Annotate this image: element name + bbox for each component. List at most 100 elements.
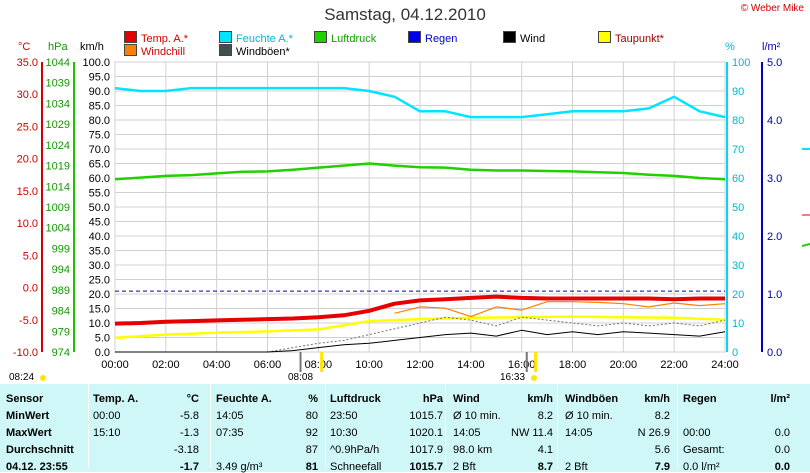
wind-tick-label: 15.0 (89, 304, 110, 316)
wind-tick-label: 40.0 (89, 231, 110, 243)
temp-unit-label: °C (18, 41, 31, 53)
wind-tick-label: 95.0 (89, 72, 110, 84)
summary-table: Sensor Temp. A. °C Feuchte A.% Luftdruck hPa W… (0, 383, 810, 473)
rain-tick-label: 3.0 (767, 173, 782, 185)
wind-tick-label: 75.0 (89, 130, 110, 142)
table-cell: 23:50 (330, 410, 358, 422)
sunset-time: 16:33 (500, 372, 526, 383)
table-header: hPa (422, 393, 443, 405)
table-cell: 4.1 (537, 444, 553, 456)
table-cell: N 26.9 (637, 427, 670, 439)
table-cell: 8.2 (537, 410, 553, 422)
wind-tick-label: 0.0 (95, 347, 110, 359)
pressure-tick-label: 1009 (46, 202, 70, 214)
series-line-tempa (114, 294, 725, 326)
pressure-tick-label: 984 (52, 306, 70, 318)
table-row-label: MaxWert (6, 427, 52, 439)
table-header: km/h (527, 393, 553, 405)
rain-tick-label: 0.0 (767, 347, 782, 359)
humidity-tick-label: 80 (732, 115, 744, 127)
table-cell: 5.6 (654, 444, 670, 456)
table-cell: 7.9 (654, 461, 670, 473)
legend-label: Wind (520, 33, 546, 45)
x-tick-label: 10:00 (355, 359, 383, 371)
wind-tick-label: 65.0 (89, 159, 110, 171)
temp-tick-label: 35.0 (17, 57, 38, 69)
table-cell: Gesamt: (683, 444, 725, 456)
legend-item-5: Taupunkt* (598, 31, 664, 45)
legend-item-2: Luftdruck (314, 31, 376, 45)
humidity-tick-label: 70 (732, 144, 744, 156)
table-row-label: 04.12. 23:55 (6, 461, 68, 473)
legend-label: Taupunkt* (615, 33, 664, 45)
table-separator (557, 384, 558, 468)
table-cell: -5.8 (180, 410, 199, 422)
table-cell: 80 (305, 410, 318, 422)
copyright-label: © Weber Mike (740, 3, 804, 14)
legend-item-7: Windböen* (219, 44, 290, 58)
legend-item-0: Temp. A.* (124, 31, 188, 45)
legend-swatch (219, 31, 232, 43)
legend-swatch (314, 31, 327, 43)
legend-swatch (219, 44, 232, 56)
humidity-tick-label: 0 (732, 347, 738, 359)
temp-tick-label: 20.0 (17, 154, 38, 166)
humidity-tick-label: 20 (732, 289, 744, 301)
temp-tick-label: -5.0 (19, 315, 38, 327)
pressure-tick-label: 1044 (46, 57, 70, 69)
table-cell: 92 (305, 427, 318, 439)
legend-label: Windchill (141, 46, 186, 58)
pressure-unit-label: hPa (48, 41, 68, 53)
table-separator (210, 384, 211, 468)
wind-tick-label: 70.0 (89, 144, 110, 156)
table-cell: 3.49 g/m³ (216, 461, 263, 473)
table-cell: 00:00 (93, 410, 121, 422)
table-cell: Ø 10 min. (453, 410, 501, 422)
pressure-tick-label: 1029 (46, 119, 70, 131)
table-cell: 8.2 (654, 410, 670, 422)
table-cell: 0.0 (774, 427, 790, 439)
pressure-tick-label: 974 (52, 347, 70, 359)
table-cell: 81 (305, 461, 318, 473)
legend-swatch (503, 31, 516, 43)
legend-label: Windböen* (236, 46, 290, 58)
humidity-tick-label: 40 (732, 231, 744, 243)
x-tick-label: 24:00 (711, 359, 739, 371)
temp-tick-label: 25.0 (17, 121, 38, 133)
table-cell: 1020.1 (409, 427, 443, 439)
humidity-unit-label: % (725, 41, 735, 53)
pressure-tick-label: 1019 (46, 161, 70, 173)
table-cell: 8.7 (537, 461, 553, 473)
table-cell: 87 (305, 444, 318, 456)
x-tick-label: 14:00 (457, 359, 485, 371)
pressure-tick-label: 989 (52, 285, 70, 297)
side-pressure-mark (801, 243, 810, 247)
x-tick-label: 20:00 (610, 359, 638, 371)
temp-tick-label: 15.0 (17, 186, 38, 198)
legend-label: Feuchte A.* (236, 33, 293, 45)
wind-tick-label: 20.0 (89, 289, 110, 301)
x-tick-label: 16:00 (508, 359, 536, 371)
temp-tick-label: 0.0 (23, 283, 38, 295)
wind-tick-label: 50.0 (89, 202, 110, 214)
table-header: Luftdruck (330, 393, 381, 405)
table-cell: 14:05 (453, 427, 481, 439)
table-header: l/m² (770, 393, 790, 405)
table-cell: 10:30 (330, 427, 358, 439)
wind-tick-label: 55.0 (89, 188, 110, 200)
sun-icon (40, 375, 46, 381)
temp-tick-label: -10.0 (13, 347, 38, 359)
table-header: Windböen (565, 393, 619, 405)
x-tick-label: 12:00 (406, 359, 434, 371)
pressure-tick-label: 1014 (46, 181, 70, 193)
table-header: °C (186, 393, 199, 405)
temp-tick-label: 30.0 (17, 89, 38, 101)
legend-swatch (408, 31, 421, 43)
wind-tick-label: 80.0 (89, 115, 110, 127)
table-cell: Ø 10 min. (565, 410, 613, 422)
table-separator (677, 384, 678, 468)
table-header: Regen (683, 393, 717, 405)
chart-title: Samstag, 04.12.2010 (324, 5, 486, 24)
series-line-luftdruck (114, 162, 726, 181)
pressure-tick-label: 1039 (46, 78, 70, 90)
